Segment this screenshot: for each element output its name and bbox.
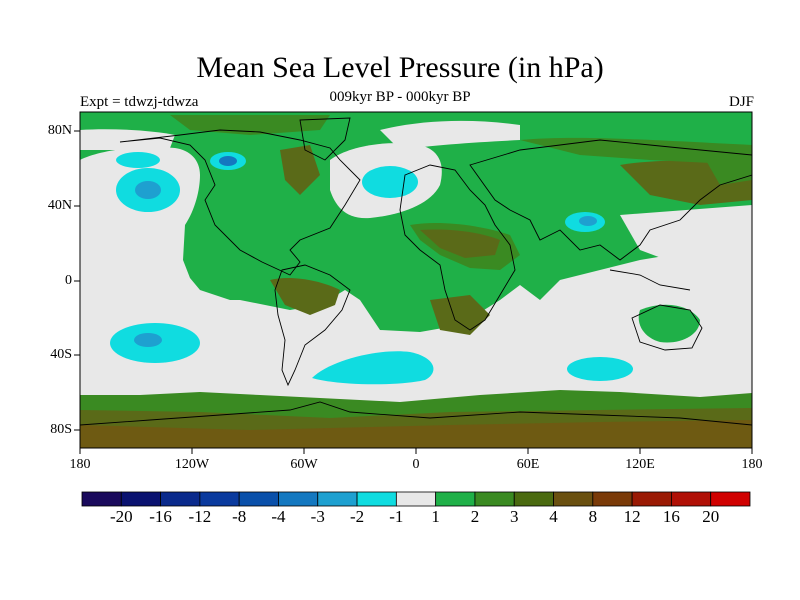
north-america-coast <box>119 129 361 276</box>
antarctica-coast <box>80 401 752 426</box>
colorbar-tick-label: 1 <box>431 507 440 526</box>
colorbar-box <box>317 491 358 507</box>
australia-coast <box>631 304 703 351</box>
colorbar-box <box>592 491 633 507</box>
colorbar-box <box>435 491 476 507</box>
east-pacific-dark-green <box>700 148 752 185</box>
colorbar-tick-label: -20 <box>109 507 133 526</box>
north-atlantic-low-anomaly <box>362 166 418 198</box>
colorbar-tick-label: -3 <box>310 507 325 526</box>
lat-tick-label: 40N <box>47 198 72 213</box>
north-america-olive <box>280 145 320 195</box>
colorbar-tick-label: 16 <box>662 507 680 526</box>
coastlines <box>80 117 752 426</box>
colorbar-tick-label: -1 <box>389 507 404 526</box>
season-label: DJF <box>728 94 754 110</box>
chart-title: Mean Sea Level Pressure (in hPa) <box>196 51 604 84</box>
colorbar <box>81 491 751 507</box>
axis-ticks <box>74 130 753 454</box>
colorbar-tick-label: -12 <box>188 507 212 526</box>
colorbar-box <box>553 491 594 507</box>
asia-coast <box>469 139 752 261</box>
colorbar-tick-label: 12 <box>623 507 641 526</box>
colorbar-box <box>395 491 437 507</box>
lon-tick-label: 180 <box>69 457 91 472</box>
lon-tick-label: 120W <box>174 457 210 472</box>
chart-subtitle: 009kyr BP - 000kyr BP <box>329 89 471 105</box>
lon-tick-label: 0 <box>412 457 420 472</box>
africa-olive <box>420 229 500 258</box>
colorbar-box <box>278 491 319 507</box>
australia-green <box>638 304 700 343</box>
lon-tick-label: 60E <box>516 457 540 472</box>
canada-low-core <box>219 156 237 166</box>
colorbar-tick-label: 3 <box>509 507 519 526</box>
colorbar-tick-label: 4 <box>549 507 558 526</box>
alaska-low-anomaly <box>116 152 160 168</box>
lon-tick-label: 60W <box>290 457 318 472</box>
lat-tick-label: 0 <box>65 273 72 288</box>
south-america-olive <box>270 278 340 315</box>
colorbar-tick-label: 2 <box>470 507 480 526</box>
colorbar-box <box>160 491 201 507</box>
colorbar-tick-label: -16 <box>149 507 172 526</box>
europe-africa-coast <box>399 164 516 331</box>
colorbar-tick-label: -8 <box>232 507 247 526</box>
lon-tick-label: 120E <box>625 457 655 472</box>
east-pacific-neutral-region <box>620 205 752 265</box>
colorbar-box <box>671 491 712 507</box>
asia-dark-green <box>520 137 752 165</box>
alaska-neutral-region <box>80 129 175 150</box>
colorbar-tick-label: 8 <box>588 507 598 526</box>
south-indian-low-anomaly <box>567 357 633 381</box>
colorbar-box <box>474 491 515 507</box>
colorbar-box <box>199 491 240 507</box>
colorbar-box <box>120 491 161 507</box>
colorbar-box <box>631 491 672 507</box>
lat-tick-label: 40S <box>50 347 72 362</box>
south-atlantic-low-anomaly <box>312 351 434 385</box>
pressure-field <box>80 112 752 448</box>
tibet-low-core <box>579 216 597 226</box>
colorbar-tick-label: 20 <box>702 507 720 526</box>
antarctic-brown-band <box>80 420 752 448</box>
arctic-neutral-region <box>380 120 520 150</box>
north-pacific-low-core <box>135 181 161 199</box>
experiment-label: Expt = tdwzj-tdwza <box>80 94 199 110</box>
lat-tick-label: 80S <box>50 422 72 437</box>
colorbar-box <box>81 491 122 507</box>
south-pacific-low-core <box>134 333 162 347</box>
colorbar-box <box>710 491 751 507</box>
colorbar-box <box>513 491 554 507</box>
greenland-coast <box>299 117 351 161</box>
lat-tick-label: 80N <box>47 123 72 138</box>
indonesia-coast <box>609 269 691 291</box>
colorbar-tick-label: -4 <box>271 507 286 526</box>
arctic-dark-green <box>170 115 330 135</box>
colorbar-box <box>356 491 397 507</box>
south-atlantic-olive <box>430 295 490 335</box>
lon-tick-label: 180 <box>741 457 763 472</box>
colorbar-tick-label: -2 <box>349 507 365 526</box>
colorbar-box <box>238 491 279 507</box>
south-america-coast <box>274 264 351 387</box>
